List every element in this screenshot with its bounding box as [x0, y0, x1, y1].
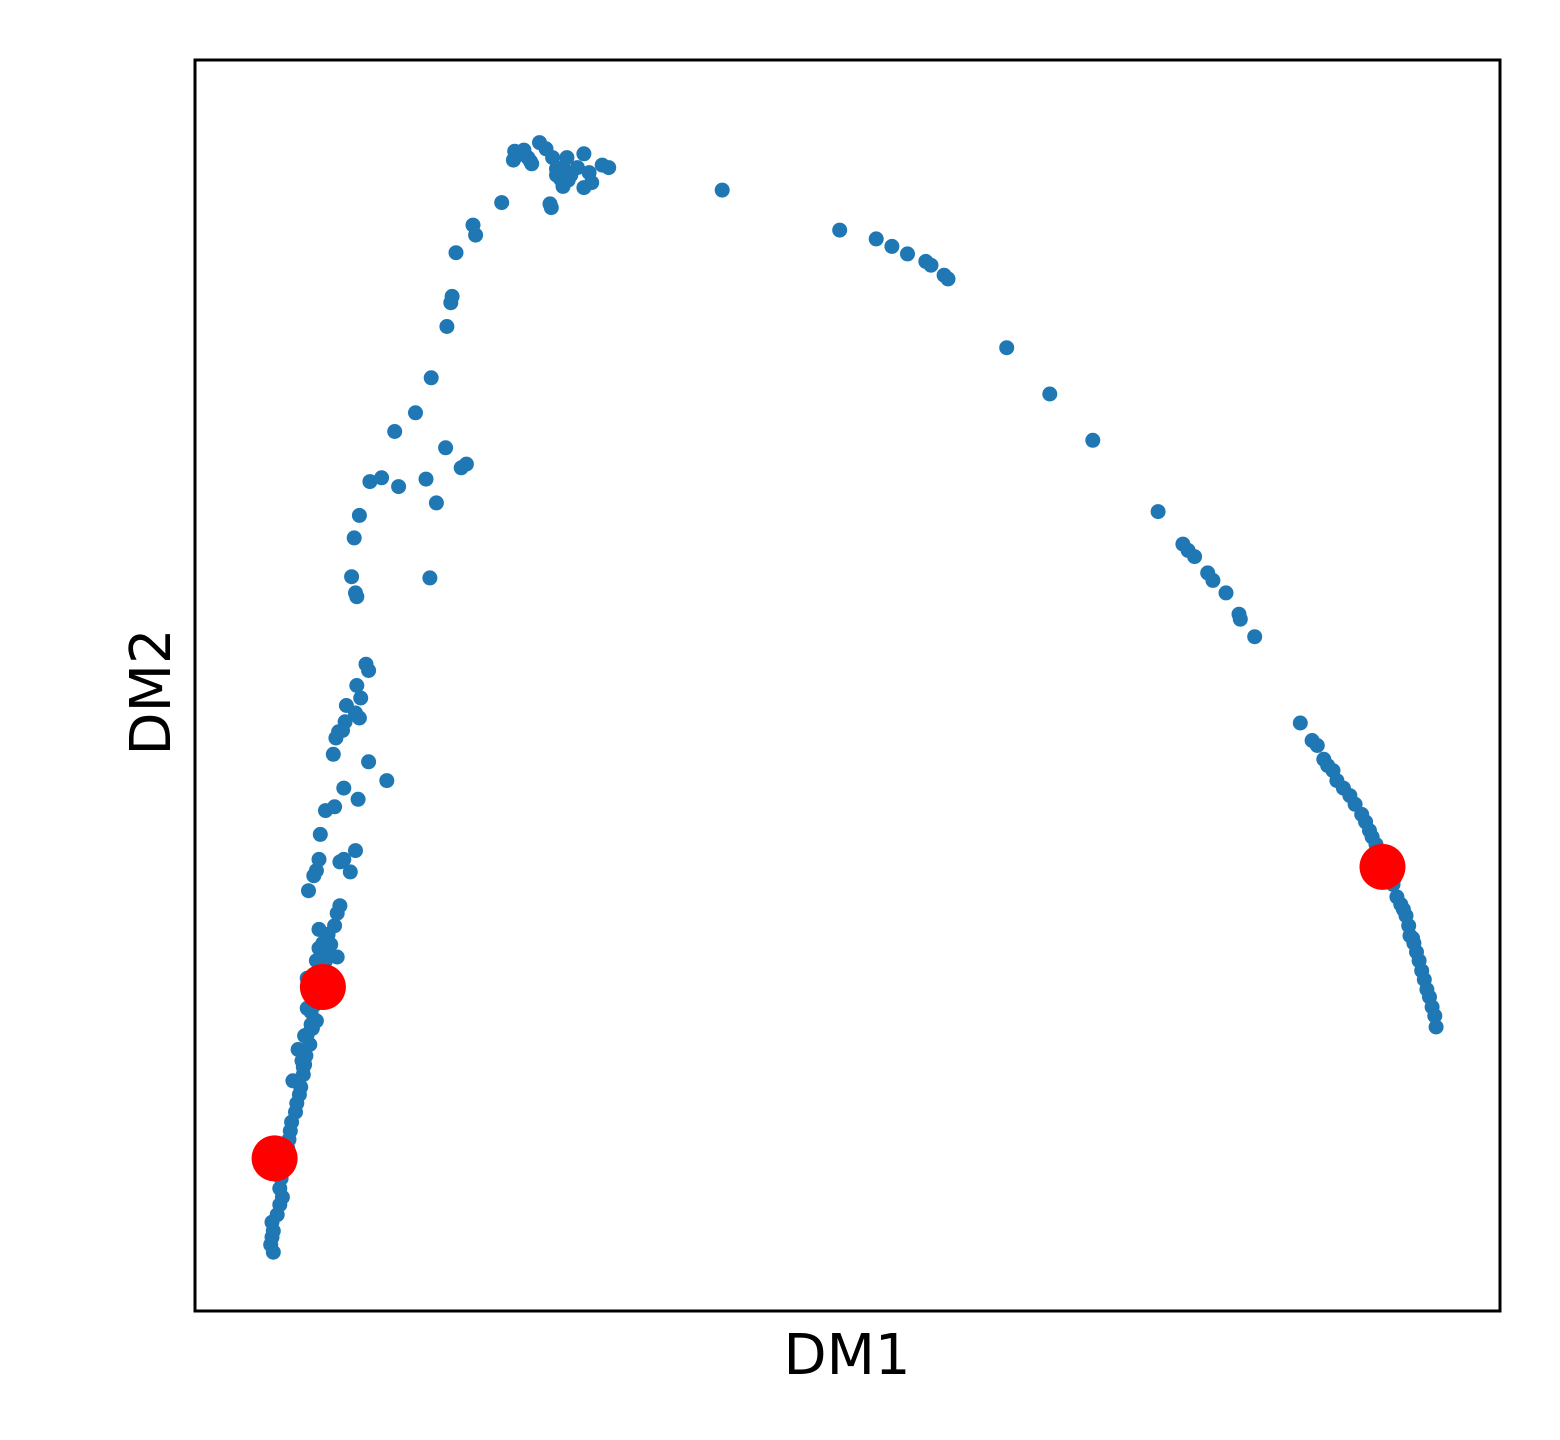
- data-point-144: [1042, 386, 1058, 402]
- data-point-73: [337, 714, 353, 730]
- data-point-82: [348, 585, 363, 601]
- data-point-52: [311, 921, 327, 937]
- highlight-point-2: [1359, 843, 1406, 890]
- data-point-140: [923, 257, 939, 273]
- data-point-193: [1405, 930, 1421, 946]
- data-point-65: [336, 780, 352, 796]
- data-point-151: [1205, 572, 1221, 588]
- data-point-69: [325, 746, 341, 762]
- data-point-54: [301, 883, 316, 899]
- data-point-152: [1218, 585, 1234, 601]
- data-point-94: [444, 288, 460, 304]
- highlight-point-0: [251, 1135, 298, 1182]
- data-point-66: [350, 791, 366, 807]
- data-point-49: [303, 1017, 319, 1032]
- data-point-137: [884, 238, 900, 254]
- data-point-64: [327, 799, 343, 815]
- data-point-132: [438, 440, 454, 456]
- data-point-90: [408, 405, 423, 421]
- x-axis-label: DM1: [783, 1323, 910, 1388]
- data-point-86: [362, 474, 378, 490]
- data-point-128: [418, 471, 434, 487]
- data-point-120: [601, 160, 617, 176]
- data-point-126: [555, 178, 571, 194]
- data-point-117: [576, 146, 592, 162]
- data-point-87: [374, 470, 390, 486]
- data-point-53: [329, 949, 345, 965]
- data-point-136: [868, 231, 884, 247]
- data-point-142: [940, 271, 956, 287]
- data-point-114: [569, 160, 585, 176]
- data-point-143: [999, 340, 1015, 356]
- data-point-146: [1150, 504, 1166, 520]
- y-axis-label: DM2: [119, 628, 184, 755]
- data-point-62: [312, 826, 328, 842]
- data-point-97: [468, 227, 484, 243]
- data-point-60: [348, 843, 363, 859]
- data-point-133: [422, 570, 438, 586]
- data-point-125: [543, 200, 559, 216]
- data-point-83: [344, 569, 360, 585]
- data-point-84: [346, 530, 362, 546]
- data-point-51: [297, 1028, 313, 1044]
- data-point-78: [349, 678, 365, 693]
- data-point-155: [1247, 629, 1263, 645]
- data-point-91: [423, 370, 439, 386]
- data-point-24: [290, 1042, 306, 1057]
- highlight-point-1: [299, 964, 346, 1010]
- data-point-95: [448, 245, 464, 261]
- data-point-88: [391, 479, 407, 495]
- plot-frame: [193, 58, 1502, 1313]
- data-point-61: [311, 851, 327, 867]
- points-layer: [251, 135, 1444, 1260]
- data-point-67: [361, 754, 377, 770]
- data-point-104: [507, 143, 523, 159]
- data-point-58: [336, 851, 352, 867]
- data-point-122: [576, 180, 592, 196]
- data-point-189: [1427, 1008, 1443, 1024]
- data-point-154: [1232, 611, 1248, 627]
- data-point-149: [1187, 549, 1203, 565]
- data-point-92: [439, 319, 455, 334]
- data-point-98: [494, 195, 510, 211]
- data-point-47: [332, 898, 348, 914]
- data-point-80: [361, 663, 377, 678]
- data-point-145: [1085, 432, 1101, 448]
- data-point-116: [559, 150, 575, 166]
- data-point-158: [1309, 738, 1325, 753]
- plot-background: [195, 60, 1500, 1311]
- data-point-45: [327, 918, 343, 934]
- data-point-156: [1292, 715, 1308, 731]
- data-point-131: [458, 456, 474, 472]
- data-point-68: [379, 773, 395, 789]
- data-point-59: [342, 864, 358, 880]
- data-point-135: [832, 222, 848, 238]
- data-point-89: [387, 424, 403, 439]
- data-point-43: [323, 937, 339, 952]
- data-point-77: [351, 710, 367, 726]
- data-point-192: [1395, 901, 1411, 917]
- data-point-129: [428, 495, 444, 511]
- data-point-134: [714, 182, 730, 198]
- data-point-190: [1428, 1019, 1444, 1035]
- data-point-85: [351, 507, 367, 523]
- data-point-127: [524, 156, 540, 172]
- data-point-138: [900, 246, 915, 262]
- data-point-76: [353, 690, 369, 706]
- data-point-56: [308, 863, 324, 879]
- data-point-48: [295, 1059, 311, 1075]
